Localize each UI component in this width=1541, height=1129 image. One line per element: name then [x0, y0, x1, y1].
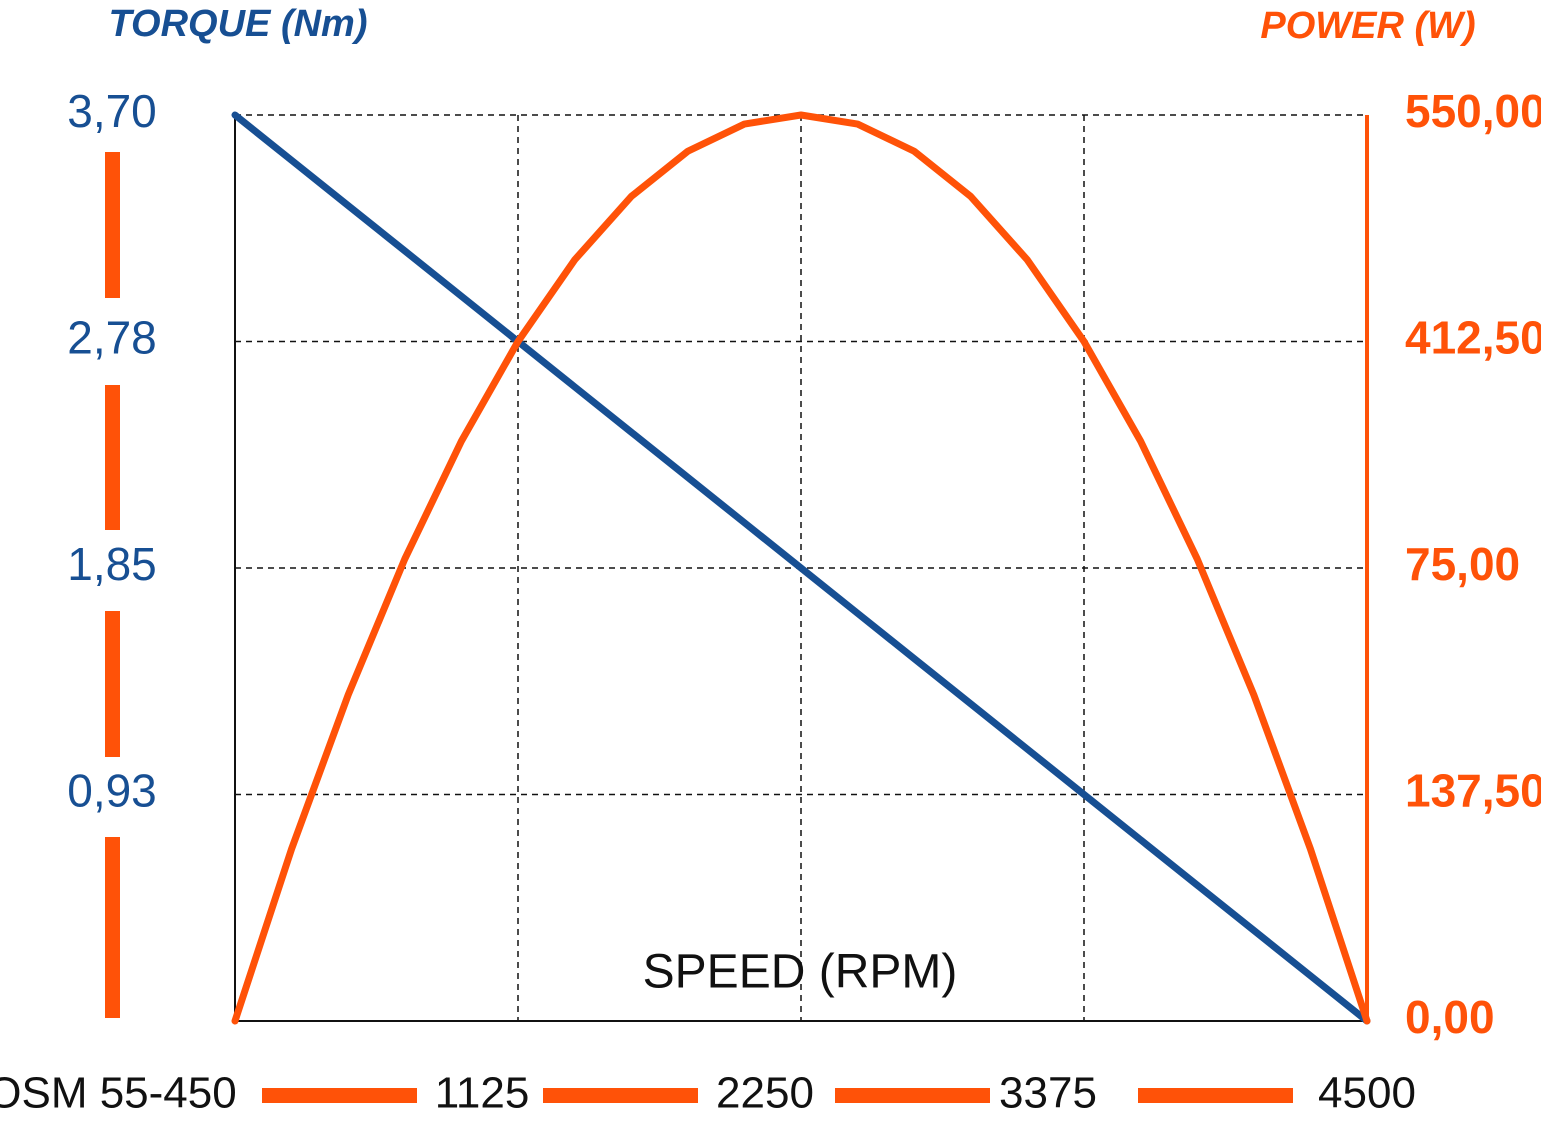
- y2-tick-label: 75,00: [1405, 538, 1520, 590]
- x-tick-label: 3375: [999, 1069, 1097, 1118]
- divider: [1138, 1088, 1293, 1103]
- x-tick-label: 2250: [716, 1069, 814, 1118]
- y-tick-label: 1,85: [67, 538, 157, 590]
- x-tick-label: 1125: [435, 1069, 530, 1118]
- divider: [105, 152, 120, 298]
- y2-axis-title: POWER (W): [1260, 5, 1475, 47]
- divider: [105, 385, 120, 530]
- decoration: [105, 152, 1293, 1103]
- divider: [105, 837, 120, 1018]
- divider: [543, 1088, 698, 1103]
- y2-tick-label: 137,50: [1405, 765, 1541, 817]
- x-tick-label: 4500: [1318, 1069, 1416, 1118]
- divider: [835, 1088, 990, 1103]
- y-tick-label: 2,78: [67, 312, 157, 364]
- y2-tick-label: 412,50: [1405, 312, 1541, 364]
- x-axis-title: SPEED (RPM): [643, 946, 958, 999]
- y2-tick-label: 550,00: [1405, 85, 1541, 137]
- y-tick-label: 3,70: [67, 85, 157, 137]
- divider: [105, 611, 120, 757]
- y2-tick-label: 0,00: [1405, 991, 1495, 1043]
- model-label: OSM 55-450: [0, 1069, 237, 1118]
- y-axis-title: TORQUE (Nm): [109, 3, 368, 45]
- y-tick-label: 0,93: [67, 765, 157, 817]
- series-line: [231, 111, 1371, 1025]
- divider: [262, 1088, 417, 1103]
- series-line: [231, 111, 1371, 1025]
